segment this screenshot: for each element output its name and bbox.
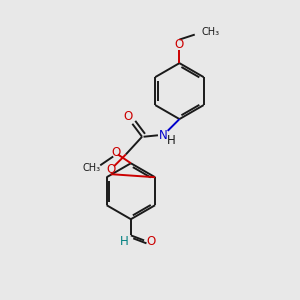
- Text: O: O: [111, 146, 120, 159]
- Text: O: O: [123, 110, 133, 123]
- Text: H: H: [167, 134, 176, 147]
- Text: CH₃: CH₃: [83, 163, 101, 173]
- Text: O: O: [146, 236, 155, 248]
- Text: O: O: [106, 163, 115, 176]
- Text: H: H: [120, 236, 129, 248]
- Text: O: O: [175, 38, 184, 51]
- Text: N: N: [159, 129, 168, 142]
- Text: CH₃: CH₃: [201, 27, 219, 37]
